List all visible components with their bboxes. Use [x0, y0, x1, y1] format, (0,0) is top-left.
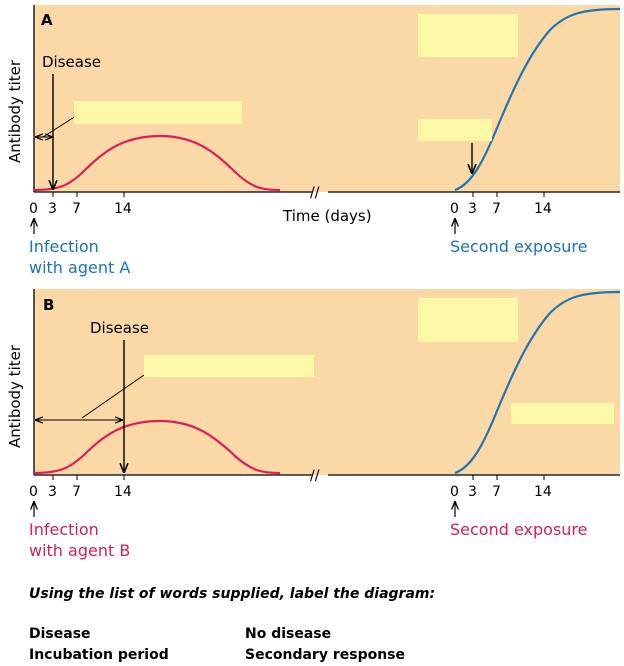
- word-list-secondary-response: Secondary response: [245, 647, 405, 663]
- panel-b-ylabel: Antibody titer: [6, 344, 24, 448]
- panel-b-letter: B: [43, 296, 54, 314]
- instructions-text: Using the list of words supplied, label …: [29, 586, 435, 602]
- word-list-no-disease: No disease: [245, 626, 331, 642]
- word-list-incubation-period: Incubation period: [29, 647, 169, 663]
- panel-a-tick-label-r7: 7: [492, 201, 501, 217]
- panel-b-leader-line: [81, 374, 145, 419]
- panel-b-tick-label-14: 14: [114, 484, 132, 500]
- panel-a-infection-caption-2: with agent A: [29, 258, 130, 277]
- panel-a: A // Disease: [33, 5, 621, 201]
- panel-b-tick-label-r3: 3: [468, 484, 477, 500]
- panel-b-primary-curve: [33, 419, 281, 475]
- panel-a-blank-label-1[interactable]: [74, 101, 242, 124]
- panel-a-tick-label-14: 14: [114, 201, 132, 217]
- panel-a-background: [34, 5, 620, 192]
- panel-a-blank-label-3[interactable]: [418, 119, 492, 141]
- panel-a-ylabel: Antibody titer: [6, 59, 24, 163]
- panel-a-disease-label: Disease: [42, 53, 101, 71]
- panel-a-letter: A: [41, 11, 53, 29]
- panel-a-axis-break: //: [310, 185, 320, 201]
- panel-a-leader-line: [42, 115, 77, 138]
- panel-a-infection-caption-1: Infection: [29, 237, 99, 256]
- panel-b-background: [34, 289, 620, 475]
- panel-b-disease-label: Disease: [90, 319, 149, 337]
- panel-a-blank-label-2[interactable]: [418, 14, 518, 57]
- panel-a-tick-label-r3: 3: [468, 201, 477, 217]
- panel-b-tick-label-0: 0: [29, 484, 38, 500]
- panel-b-blank-label-2[interactable]: [418, 298, 518, 342]
- panel-b-blank-label-1[interactable]: [144, 355, 314, 377]
- panel-a-tick-label-r14: 14: [534, 201, 552, 217]
- panel-b-tick-label-r7: 7: [492, 484, 501, 500]
- panel-b: B // Disease: [33, 289, 621, 484]
- panel-b-tick-label-r0: 0: [450, 484, 459, 500]
- panel-b-exposure-caption: Second exposure: [450, 520, 588, 539]
- panel-b-secondary-curve: [454, 290, 621, 475]
- panel-a-exposure-caption: Second exposure: [450, 237, 588, 256]
- panel-b-tick-label-3: 3: [48, 484, 57, 500]
- panel-a-primary-curve: [33, 134, 281, 192]
- panel-b-infection-caption-2: with agent B: [29, 541, 130, 560]
- panel-a-tick-label-0: 0: [29, 201, 38, 217]
- panel-b-tick-label-r14: 14: [534, 484, 552, 500]
- panel-a-tick-label-3: 3: [48, 201, 57, 217]
- panel-b-infection-caption-1: Infection: [29, 520, 99, 539]
- panel-a-tick-label-7: 7: [72, 201, 81, 217]
- word-list-disease: Disease: [29, 626, 91, 642]
- panel-b-tick-label-7: 7: [72, 484, 81, 500]
- panel-a-tick-label-r0: 0: [450, 201, 459, 217]
- panel-b-axis-break: //: [310, 468, 320, 484]
- panel-b-blank-label-3[interactable]: [511, 403, 614, 424]
- panel-a-xlabel: Time (days): [282, 207, 372, 225]
- panel-a-secondary-curve: [454, 7, 621, 192]
